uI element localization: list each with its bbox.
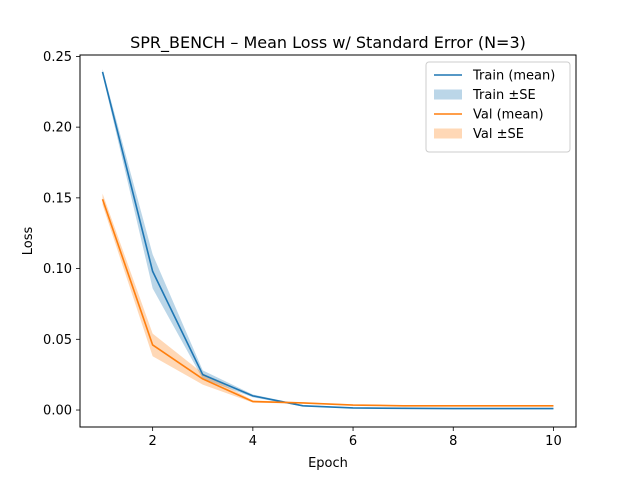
y-tick-label: 0.20 [43, 121, 72, 136]
y-tick-label: 0.25 [43, 50, 72, 65]
legend: Train (mean) Train ±SE Val (mean) Val ±SE [425, 61, 571, 153]
x-tick-label: 2 [149, 434, 157, 449]
mean-line-1 [101, 199, 554, 407]
chart-title: SPR_BENCH – Mean Loss w/ Standard Error … [130, 33, 526, 53]
y-tick-label: 0.15 [43, 191, 72, 206]
y-tick-label: 0.10 [43, 262, 72, 277]
legend-label: Val ±SE [473, 127, 524, 142]
legend-label: Val (mean) [473, 108, 544, 123]
x-tick-label: 10 [545, 434, 562, 449]
x-tick-label: 4 [249, 434, 257, 449]
y-axis-ticks: 0.00 0.05 0.10 0.15 0.20 0.25 [43, 50, 80, 419]
x-axis-title: Epoch [308, 456, 348, 471]
mean-line-0 [101, 71, 554, 410]
legend-label: Train ±SE [472, 88, 536, 103]
y-tick-label: 0.05 [43, 333, 72, 348]
legend-band-swatch [434, 128, 462, 139]
x-axis-ticks: 2 4 6 8 10 [149, 427, 562, 449]
x-tick-label: 8 [449, 434, 457, 449]
legend-box [425, 61, 571, 153]
legend-band-swatch [434, 89, 462, 100]
x-tick-label: 6 [349, 434, 357, 449]
axes-frame [79, 54, 577, 428]
y-axis-title: Loss [21, 227, 36, 256]
y-tick-label: 0.00 [43, 404, 72, 419]
mean-lines [101, 71, 554, 410]
legend-label: Train (mean) [472, 69, 555, 84]
